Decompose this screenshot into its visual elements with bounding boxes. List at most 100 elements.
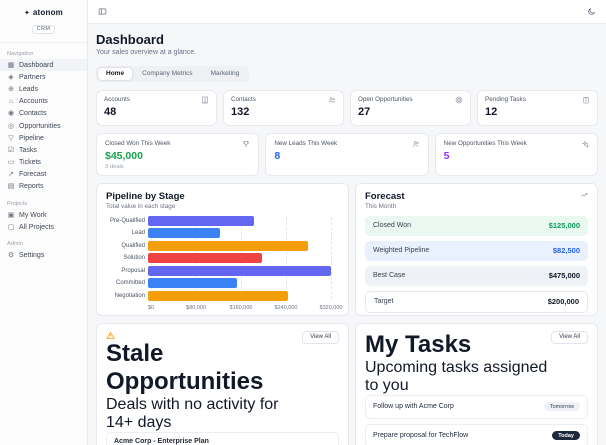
weekly-note: 3 deals bbox=[105, 163, 124, 170]
stale-view-all-button[interactable]: View All bbox=[302, 330, 339, 344]
tab-home[interactable]: Home bbox=[98, 67, 133, 80]
sidebar-item-all-projects[interactable]: ▢ All Projects bbox=[7, 223, 55, 231]
forecast-row-best-case: Best Case $475,000 bbox=[365, 265, 588, 286]
sidebar-item-reports[interactable]: ▤ Reports bbox=[7, 183, 44, 191]
sparkles-icon bbox=[581, 139, 589, 148]
chart-bar-row: Proposal bbox=[106, 265, 339, 276]
stat-value: 48 bbox=[104, 105, 117, 118]
forecast-panel-title: Forecast bbox=[365, 190, 405, 202]
main-area: Dashboard Your sales overview at a glanc… bbox=[88, 0, 606, 445]
tasks-panel-title: My Tasks bbox=[365, 330, 472, 358]
sidebar-item-leads[interactable]: ⊕ Leads bbox=[8, 85, 39, 93]
forecast-row-closed-won: Closed Won $125,000 bbox=[365, 215, 588, 236]
chart-track bbox=[148, 228, 331, 238]
user-plus-icon bbox=[412, 140, 420, 148]
sidebar-item-accounts[interactable]: ⌂ Accounts bbox=[8, 98, 48, 106]
weekly-card-closed-won-this-week: Closed Won This Week $45,000 3 deals bbox=[96, 132, 260, 176]
trophy-icon bbox=[242, 140, 250, 148]
chart-category-label: Pre-Qualified bbox=[109, 217, 145, 224]
sidebar-item-pipeline[interactable]: ▽ Pipeline bbox=[8, 134, 44, 142]
pipeline-icon: ▽ bbox=[8, 134, 14, 142]
weekly-card-new-leads-this-week: New Leads This Week 8 bbox=[265, 132, 429, 176]
tab-marketing[interactable]: Marketing bbox=[203, 68, 248, 80]
chart-category-label: Proposal bbox=[121, 267, 145, 274]
stale-panel-title: Stale Opportunities bbox=[106, 331, 302, 396]
accounts-icon: ⌂ bbox=[8, 98, 14, 106]
forecast-row-weighted-pipeline: Weighted Pipeline $82,500 bbox=[365, 240, 588, 261]
brand-badge: CRM bbox=[31, 24, 56, 34]
sidebar-nav: Navigation ▦ Dashboard ◈ Partners ⊕ Lead… bbox=[0, 51, 87, 262]
chart-bar-proposal bbox=[148, 265, 331, 276]
sidebar-item-settings[interactable]: ⚙ Settings bbox=[7, 252, 45, 260]
stat-card-open-opportunities: Open Opportunities 27 bbox=[350, 89, 471, 126]
task-row-follow-up-with-acme-corp[interactable]: Follow up with Acme Corp Tomorrow bbox=[365, 394, 588, 419]
brand-name: atonom bbox=[32, 8, 63, 17]
reports-icon: ▤ bbox=[7, 183, 15, 191]
due-badge: Tomorrow bbox=[543, 402, 580, 411]
chart-track bbox=[148, 265, 331, 276]
stat-value: 12 bbox=[485, 105, 498, 118]
tickets-icon: ▭ bbox=[7, 159, 15, 167]
forecast-icon: ↗ bbox=[8, 171, 14, 179]
weekly-cards-row: Closed Won This Week $45,000 3 deals New… bbox=[96, 132, 598, 176]
dashboard-content: Dashboard Your sales overview at a glanc… bbox=[88, 24, 606, 445]
clipboard-icon bbox=[582, 96, 590, 104]
chart-bar-row: Lead bbox=[106, 228, 339, 238]
all-projects-icon: ▢ bbox=[7, 223, 15, 231]
weekly-value: 8 bbox=[274, 149, 281, 162]
topbar bbox=[88, 0, 606, 24]
chart-bar-committed bbox=[148, 278, 237, 288]
chart-track bbox=[148, 278, 331, 288]
warning-icon bbox=[106, 331, 302, 340]
chart-bar-solution bbox=[148, 253, 263, 263]
forecast-panel-subtitle: This Month bbox=[365, 202, 397, 210]
my-tasks-panel: My Tasks Upcoming tasks assigned to you … bbox=[355, 322, 598, 445]
users-icon bbox=[328, 96, 336, 104]
stat-value: 27 bbox=[358, 105, 371, 118]
sidebar-item-my-work[interactable]: ▣ My Work bbox=[7, 211, 47, 219]
chart-category-label: Negotiation bbox=[114, 292, 145, 299]
chart-bar-row: Committed bbox=[106, 278, 339, 288]
settings-icon: ⚙ bbox=[7, 252, 15, 260]
due-badge: Today bbox=[552, 431, 580, 440]
task-row-prepare-proposal-for-techflow[interactable]: Prepare proposal for TechFlow Today bbox=[365, 423, 588, 445]
sidebar: ✦ atonom CRM Navigation ▦ Dashboard ◈ Pa… bbox=[0, 0, 88, 445]
panel-left-icon[interactable] bbox=[98, 7, 107, 16]
partners-icon: ◈ bbox=[8, 73, 14, 81]
chart-track bbox=[148, 290, 331, 301]
stale-panel-subtitle: Deals with no activity for 14+ days bbox=[106, 395, 279, 431]
leads-icon: ⊕ bbox=[8, 85, 14, 93]
nav-section-label: Admin bbox=[7, 241, 23, 248]
building-icon bbox=[201, 96, 209, 104]
chart-track bbox=[148, 240, 331, 251]
pipeline-panel-title: Pipeline by Stage bbox=[106, 190, 185, 202]
stale-opportunities-panel: Stale Opportunities Deals with no activi… bbox=[96, 322, 349, 445]
sidebar-item-partners[interactable]: ◈ Partners bbox=[8, 73, 46, 81]
chart-bar-row: Pre-Qualified bbox=[106, 215, 339, 226]
trending-up-icon bbox=[580, 191, 588, 199]
sidebar-item-tickets[interactable]: ▭ Tickets bbox=[7, 159, 41, 167]
chart-bar-row: Solution bbox=[106, 253, 339, 263]
tab-company-metrics[interactable]: Company Metrics bbox=[134, 68, 201, 80]
forecast-panel: Forecast This Month Closed Won $125,000 … bbox=[355, 182, 598, 316]
chart-bar-pre-qualified bbox=[148, 215, 254, 226]
stat-card-contacts: Contacts 132 bbox=[223, 89, 344, 126]
sidebar-item-tasks[interactable]: ☑ Tasks bbox=[7, 146, 37, 154]
sidebar-item-dashboard[interactable]: ▦ Dashboard bbox=[0, 59, 87, 72]
chart-x-tick: $320,000 bbox=[319, 305, 343, 311]
stat-cards-row: Accounts 48 Contacts 132 Open Opportunit… bbox=[96, 89, 598, 126]
opportunities-icon: ◎ bbox=[7, 122, 15, 130]
sidebar-item-forecast[interactable]: ↗ Forecast bbox=[8, 171, 47, 179]
app-logo: ✦ atonom CRM bbox=[0, 0, 87, 43]
chart-bar-negotiation bbox=[148, 290, 289, 301]
theme-toggle-icon[interactable] bbox=[587, 7, 596, 16]
chart-category-label: Committed bbox=[115, 280, 145, 286]
sidebar-item-opportunities[interactable]: ◎ Opportunities bbox=[7, 122, 61, 130]
stat-card-accounts: Accounts 48 bbox=[96, 89, 217, 126]
stale-opportunity-row-acme-corp-enterprise-plan[interactable]: Acme Corp - Enterprise Plan Acme Corpora… bbox=[106, 431, 339, 445]
stat-card-pending-tasks: Pending Tasks 12 bbox=[477, 89, 598, 126]
nav-section-navigation: Navigation ▦ Dashboard ◈ Partners ⊕ Lead… bbox=[0, 51, 87, 193]
sidebar-item-contacts[interactable]: ◉ Contacts bbox=[7, 110, 47, 118]
chart-category-label: Lead bbox=[131, 230, 145, 236]
tasks-view-all-button[interactable]: View All bbox=[551, 330, 588, 344]
